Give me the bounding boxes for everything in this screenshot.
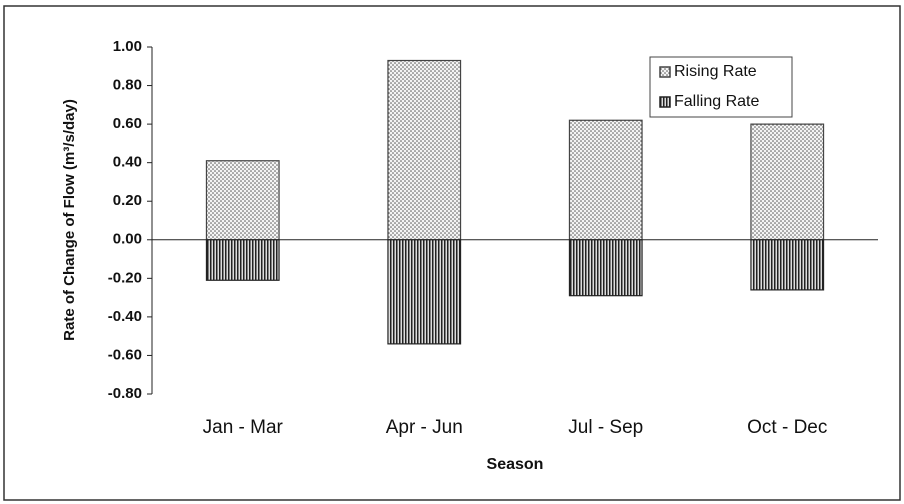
bar xyxy=(750,239,825,291)
y-tick-label: -0.80 xyxy=(108,385,142,402)
bar xyxy=(568,239,643,297)
x-tick-label: Jan - Mar xyxy=(203,417,284,438)
bar xyxy=(387,59,462,241)
bar xyxy=(205,160,280,241)
y-axis-label: Rate of Change of Flow (m³/s/day) xyxy=(61,99,78,341)
bar xyxy=(205,239,280,281)
x-axis-label: Season xyxy=(487,456,544,473)
y-tick-label: -0.60 xyxy=(108,346,142,363)
legend-swatch xyxy=(659,66,671,78)
y-tick-label: 0.60 xyxy=(113,115,142,132)
x-tick-label: Apr - Jun xyxy=(386,417,463,438)
y-tick-label: 0.20 xyxy=(113,192,142,209)
y-tick-label: 0.00 xyxy=(113,231,142,248)
x-tick-label: Oct - Dec xyxy=(747,417,827,438)
legend-box xyxy=(649,56,793,118)
y-tick-label: 0.80 xyxy=(113,77,142,94)
bar xyxy=(750,123,825,241)
y-tick-label: -0.20 xyxy=(108,269,142,286)
legend-swatch xyxy=(659,96,671,108)
legend-label: Falling Rate xyxy=(674,93,759,110)
y-tick-label: -0.40 xyxy=(108,308,142,325)
y-tick-label: 1.00 xyxy=(113,38,142,55)
y-tick-label: 0.40 xyxy=(113,154,142,171)
legend-label: Rising Rate xyxy=(674,63,757,80)
bar xyxy=(568,119,643,241)
x-tick-label: Jul - Sep xyxy=(568,417,643,438)
bar xyxy=(387,239,462,345)
